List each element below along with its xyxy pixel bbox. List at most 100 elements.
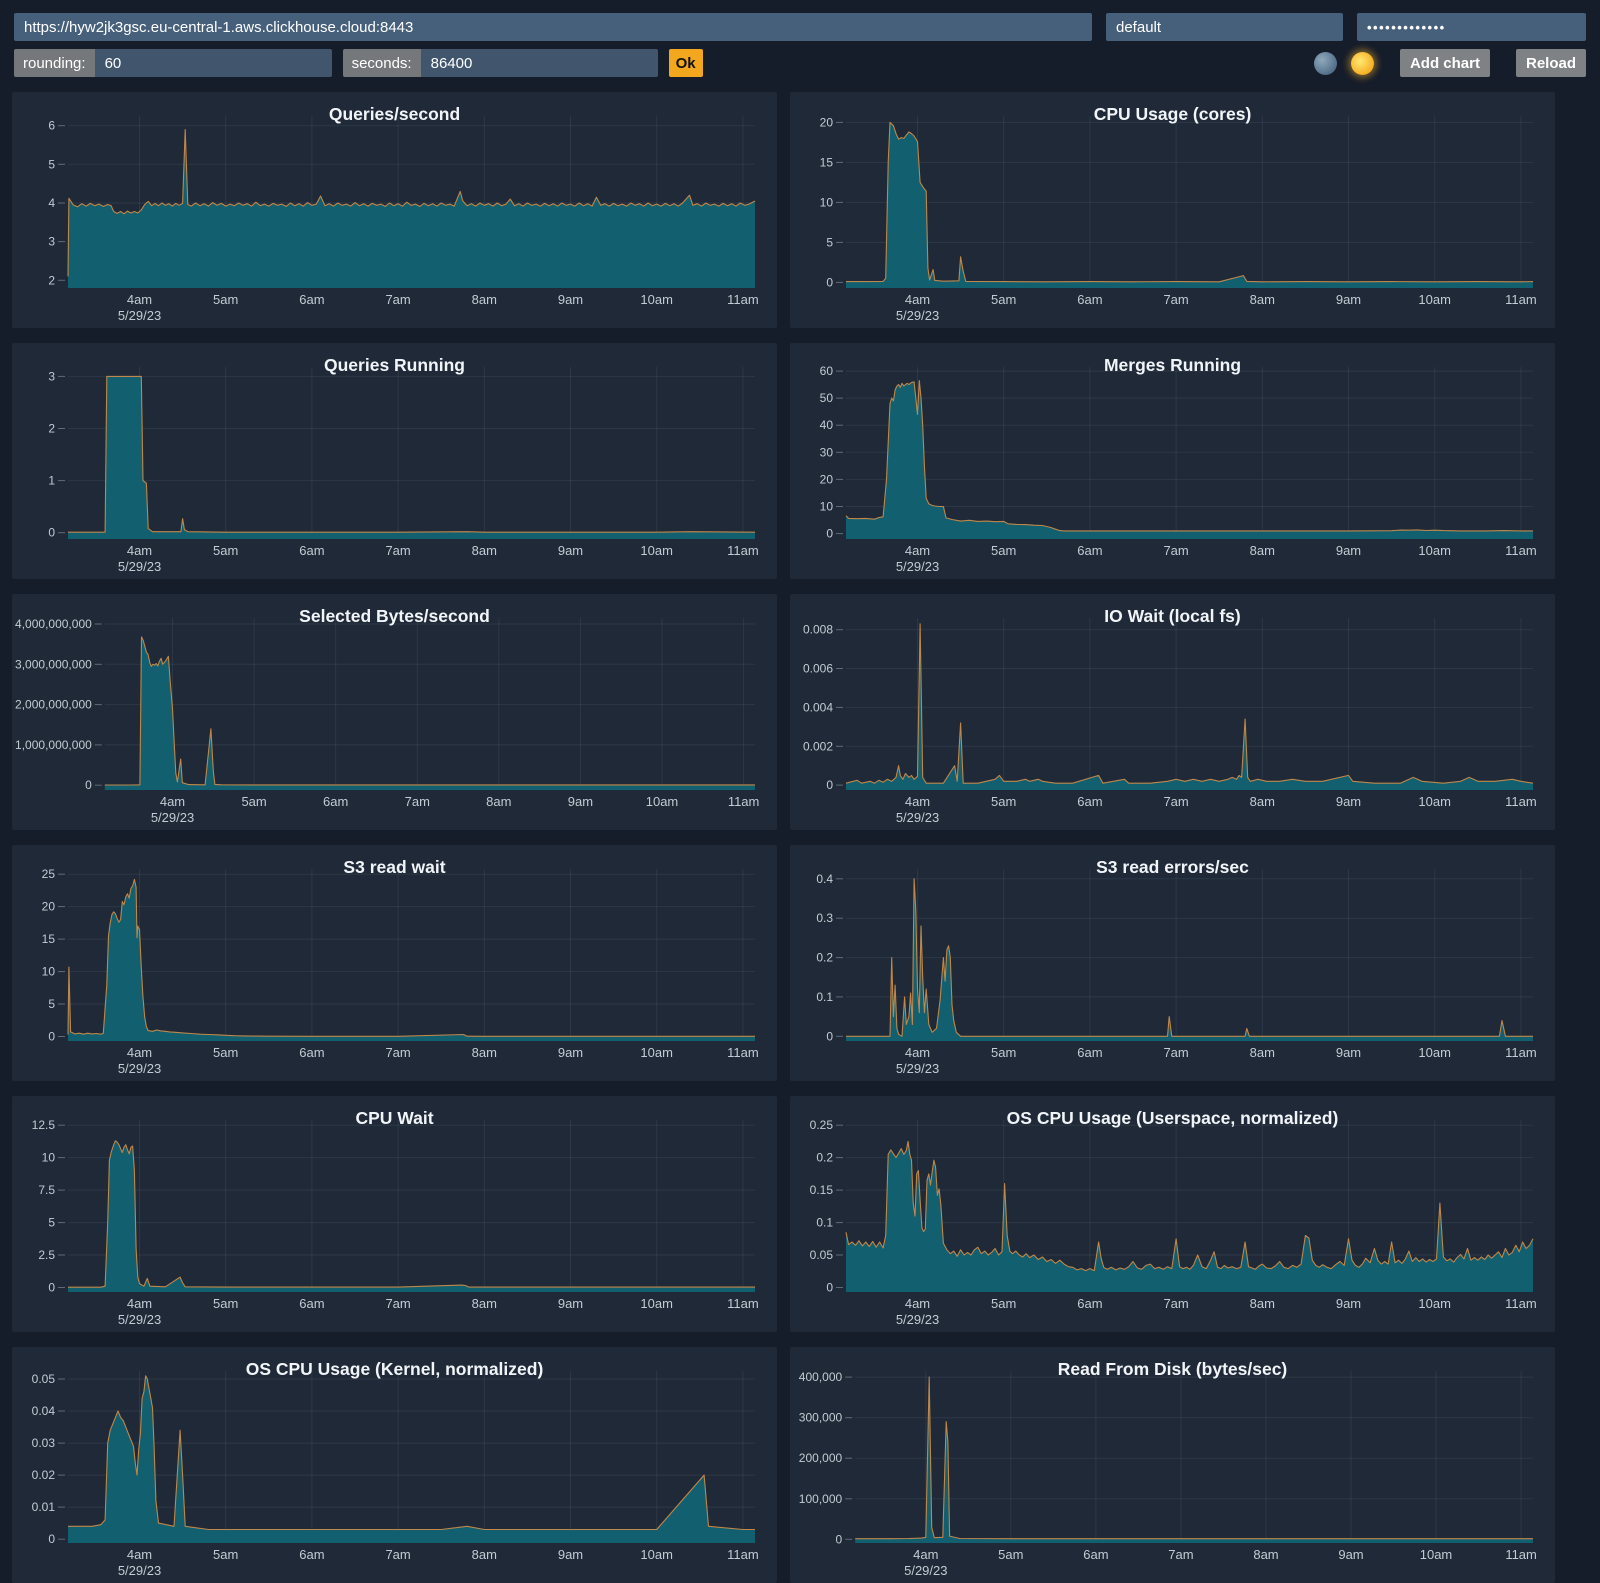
x-tick-label: 5am [213, 1547, 238, 1562]
x-tick-label: 11am [727, 543, 759, 558]
chart-title-os-cpu-usage-userspace-normalized: OS CPU Usage (Userspace, normalized) [1007, 1108, 1339, 1128]
series-line-os-cpu-usage-userspace-normalized [845, 1140, 1534, 1272]
x-tick-label: 6am [1077, 543, 1102, 558]
user-input[interactable] [1106, 13, 1343, 41]
x-tick-label: 5am [213, 1045, 238, 1060]
x-tick-label: 8am [486, 794, 511, 809]
chart-title-s3-read-wait: S3 read wait [343, 857, 445, 877]
chart-panel-queries-second: 2 3 4 5 6 4am 5/29/23 5am 6am 7am 8am 9am 10am 11am Qu… [12, 92, 777, 328]
rounding-input[interactable] [94, 49, 332, 77]
series-line-io-wait-local-fs [845, 623, 1534, 784]
x-tick-label: 7am [1163, 1045, 1188, 1060]
seconds-label: seconds: [342, 49, 421, 77]
y-tick-label: 0 [48, 526, 55, 540]
x-tick-label: 9am [1338, 1547, 1363, 1562]
chart-canvas-selected-bytes-second[interactable]: 0 1,000,000,000 2,000,000,000 3,000,000,000… [12, 594, 777, 830]
x-tick-label: 8am [1250, 794, 1275, 809]
x-date-label: 5/29/23 [118, 1061, 161, 1076]
y-tick-label: 0 [48, 1281, 55, 1295]
y-tick-label: 0 [85, 778, 92, 792]
x-tick-label: 7am [385, 1045, 410, 1060]
light-theme-sun-icon[interactable] [1350, 51, 1374, 75]
chart-title-os-cpu-usage-kernel-normalized: OS CPU Usage (Kernel, normalized) [246, 1359, 544, 1379]
x-tick-label: 11am [1505, 1296, 1537, 1311]
y-tick-label: 15 [820, 155, 834, 169]
y-tick-label: 0.1 [816, 1216, 833, 1230]
x-tick-label: 10am [640, 292, 673, 307]
reload-button[interactable]: Reload [1515, 49, 1586, 77]
controls-row: rounding: seconds: Ok Add chart Reload [14, 49, 1586, 77]
x-tick-label: 4am [905, 1296, 930, 1311]
y-tick-label: 25 [42, 867, 56, 881]
chart-panel-os-cpu-usage-userspace-normalized: 0 0.05 0.1 0.15 0.2 0.25 4am 5/29/23 5am 6am 7am 8a… [790, 1096, 1555, 1332]
x-tick-label: 6am [1077, 1045, 1102, 1060]
x-tick-label: 6am [299, 292, 324, 307]
x-tick-label: 11am [727, 1296, 759, 1311]
y-tick-label: 5 [48, 997, 55, 1011]
y-tick-label: 0.02 [32, 1468, 56, 1482]
x-tick-label: 4am [127, 1296, 152, 1311]
password-input[interactable] [1357, 13, 1586, 41]
seconds-input[interactable] [420, 49, 658, 77]
chart-panel-io-wait-local-fs: 0 0.002 0.004 0.006 0.008 4am 5/29/23 5am 6am 7am… [790, 594, 1555, 830]
dark-theme-moon-icon[interactable] [1313, 51, 1337, 75]
chart-title-io-wait-local-fs: IO Wait (local fs) [1104, 606, 1240, 626]
series-area-cpu-usage-cores [846, 122, 1533, 289]
x-date-label: 5/29/23 [118, 308, 161, 323]
x-tick-label: 7am [1163, 1296, 1188, 1311]
x-tick-label: 6am [299, 543, 324, 558]
y-tick-label: 5 [826, 235, 833, 249]
y-tick-label: 0.1 [816, 990, 833, 1004]
y-tick-label: 12.5 [32, 1118, 56, 1132]
y-tick-label: 0.05 [32, 1372, 56, 1386]
y-tick-label: 20 [820, 115, 834, 129]
y-tick-label: 1,000,000,000 [15, 738, 92, 752]
x-tick-label: 9am [1336, 1045, 1361, 1060]
x-tick-label: 4am [127, 543, 152, 558]
x-date-label: 5/29/23 [904, 1563, 947, 1578]
x-tick-label: 8am [1250, 1045, 1275, 1060]
chart-panel-queries-running: 0 1 2 3 4am 5/29/23 5am 6am 7am 8am 9am 10am 11am Que… [12, 343, 777, 579]
y-tick-label: 0 [836, 1532, 843, 1546]
x-tick-label: 8am [472, 292, 497, 307]
series-area-read-from-disk-bytes-sec [855, 1377, 1533, 1543]
y-tick-label: 0 [826, 275, 833, 289]
add-chart-button[interactable]: Add chart [1399, 49, 1490, 77]
x-tick-label: 10am [1418, 1296, 1451, 1311]
series-area-os-cpu-usage-userspace-normalized [846, 1141, 1533, 1292]
x-tick-label: 7am [385, 543, 410, 558]
x-tick-label: 4am [160, 794, 185, 809]
x-tick-label: 5am [991, 292, 1016, 307]
x-date-label: 5/29/23 [896, 810, 939, 825]
chart-panel-selected-bytes-second: 0 1,000,000,000 2,000,000,000 3,000,000,000… [12, 594, 777, 830]
x-tick-label: 10am [640, 543, 673, 558]
url-input[interactable] [14, 13, 1092, 41]
x-tick-label: 9am [1336, 794, 1361, 809]
y-tick-label: 4 [48, 196, 55, 210]
x-tick-label: 8am [1253, 1547, 1278, 1562]
x-tick-label: 4am [127, 292, 152, 307]
seconds-field: seconds: [342, 49, 658, 77]
y-tick-label: 0 [48, 1030, 55, 1044]
chart-panel-read-from-disk-bytes-sec: 0 100,000 200,000 300,000 400,000 4am 5/29/23 5… [790, 1347, 1555, 1583]
x-tick-label: 9am [558, 1547, 583, 1562]
ok-button[interactable]: Ok [668, 49, 703, 77]
rounding-label: rounding: [14, 49, 95, 77]
x-tick-label: 7am [385, 1547, 410, 1562]
x-tick-label: 11am [727, 292, 759, 307]
y-tick-label: 3,000,000,000 [15, 657, 92, 671]
y-tick-label: 0.05 [810, 1248, 834, 1262]
x-date-label: 5/29/23 [896, 559, 939, 574]
x-tick-label: 4am [905, 794, 930, 809]
